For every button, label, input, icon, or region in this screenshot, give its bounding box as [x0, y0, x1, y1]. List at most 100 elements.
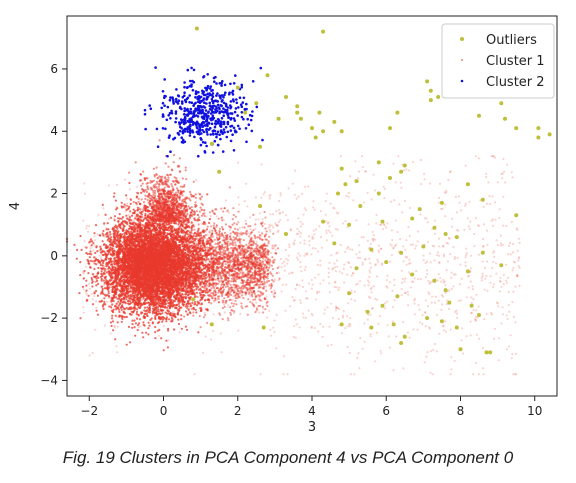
cluster-1-point [368, 275, 371, 279]
cluster-1-point [465, 252, 468, 255]
cluster-1-point [234, 215, 237, 218]
cluster-1-point [376, 298, 379, 301]
cluster-1-point [219, 332, 222, 335]
cluster-1-point [421, 322, 424, 325]
cluster-1-point [240, 305, 243, 308]
cluster-1-point [311, 235, 314, 238]
cluster-1-point [137, 326, 140, 329]
cluster-1-point [424, 325, 427, 328]
cluster-1-point [442, 245, 445, 248]
cluster-1-point [387, 335, 390, 338]
cluster-1-point [234, 294, 237, 297]
cluster-1-point [426, 272, 429, 276]
cluster-1-point [265, 295, 268, 298]
cluster-1-point [288, 272, 291, 275]
cluster-1-point [265, 261, 268, 264]
cluster-1-point [236, 290, 239, 293]
cluster-1-point [234, 299, 237, 302]
cluster-1-point [514, 285, 517, 288]
cluster-1-point [305, 297, 308, 300]
cluster-1-point [224, 243, 227, 246]
cluster-1-point [280, 290, 283, 293]
cluster-1-point [512, 260, 516, 263]
cluster-1-point [335, 286, 338, 289]
cluster-1-point [249, 237, 252, 241]
cluster-1-point [442, 278, 445, 281]
cluster-1-point [429, 371, 432, 374]
cluster-1-point [440, 294, 443, 297]
cluster-1-point [328, 325, 331, 328]
cluster-1-point [264, 227, 267, 230]
cluster-1-point [222, 234, 225, 237]
cluster-1-point [413, 313, 416, 316]
cluster-1-point [477, 224, 481, 227]
cluster-1-point [408, 258, 411, 261]
cluster-1-point [173, 193, 177, 196]
cluster-1-point [477, 253, 480, 256]
cluster-1-point [249, 228, 252, 231]
cluster-1-point [238, 226, 241, 229]
cluster-1-point [413, 297, 417, 301]
cluster-1-point [229, 290, 232, 293]
cluster-1-point [429, 350, 433, 353]
cluster-1-point [518, 266, 521, 269]
cluster-1-point [371, 306, 374, 310]
cluster-1-point [312, 206, 315, 209]
cluster-1-point [327, 221, 330, 224]
cluster-1-point [359, 280, 362, 283]
cluster-1-point [264, 263, 267, 267]
cluster-1-point [128, 188, 132, 191]
cluster-1-point [283, 260, 286, 263]
cluster-1-point [416, 240, 419, 243]
cluster-1-point [127, 214, 130, 217]
cluster-1-point [266, 304, 269, 308]
cluster-1-point [445, 302, 448, 306]
cluster-1-point [265, 256, 268, 259]
cluster-1-point [147, 327, 150, 330]
cluster-1-point [236, 263, 239, 266]
cluster-1-point [178, 195, 181, 198]
cluster-1-point [264, 233, 267, 236]
cluster-1-point [417, 230, 420, 233]
cluster-1-point [177, 164, 180, 167]
cluster-1-point [125, 197, 129, 200]
cluster-1-point [267, 226, 270, 229]
cluster-1-point [386, 286, 389, 289]
cluster-1-point [82, 311, 85, 314]
cluster-1-point [234, 241, 237, 244]
cluster-1-point [454, 310, 457, 314]
cluster-1-point [258, 283, 261, 286]
cluster-1-point [232, 305, 235, 308]
cluster-1-point [311, 247, 315, 250]
cluster-1-point [313, 233, 316, 236]
cluster-1-point [142, 170, 145, 173]
cluster-1-point [511, 251, 515, 254]
cluster-1-point [310, 312, 313, 315]
cluster-1-point [222, 283, 225, 286]
cluster-1-point [434, 295, 437, 298]
cluster-1-point [263, 278, 266, 281]
cluster-1-point [293, 239, 296, 242]
cluster-1-point [258, 311, 261, 314]
cluster-1-point [88, 354, 91, 357]
cluster-1-point [303, 254, 306, 257]
cluster-1-point [250, 291, 253, 294]
cluster-1-point [368, 295, 371, 298]
cluster-1-point [445, 189, 448, 193]
cluster-1-point [475, 333, 478, 336]
cluster-1-point [250, 293, 253, 296]
cluster-1-point [404, 292, 407, 295]
cluster-1-point [85, 224, 88, 227]
cluster-1-point [125, 298, 128, 301]
cluster-1-point [188, 207, 191, 210]
cluster-1-point [157, 176, 160, 179]
cluster-1-point [265, 281, 268, 284]
cluster-1-point [234, 253, 237, 256]
cluster-1-point [283, 264, 286, 267]
cluster-1-point [374, 264, 377, 267]
cluster-1-point [507, 290, 510, 294]
cluster-1-point [498, 208, 501, 211]
cluster-1-point [380, 223, 383, 226]
cluster-1-point [167, 176, 170, 179]
cluster-1-point [273, 295, 276, 298]
